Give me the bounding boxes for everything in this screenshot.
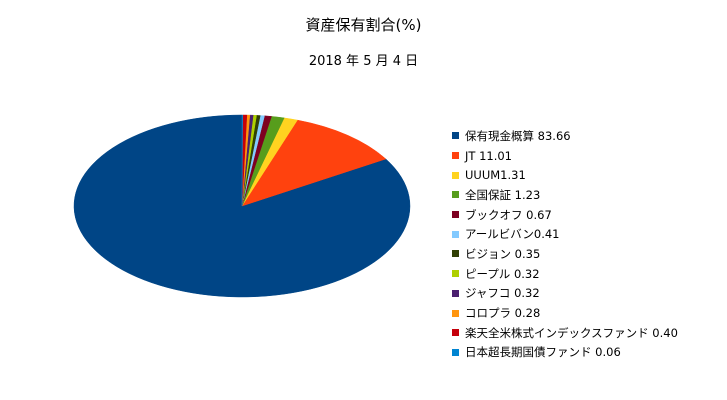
legend-item: JT 11.01 xyxy=(452,146,678,166)
legend-swatch xyxy=(452,211,459,219)
legend-swatch xyxy=(452,230,459,238)
legend-item: UUUM1.31 xyxy=(452,165,678,185)
legend-swatch xyxy=(452,152,459,160)
legend-swatch xyxy=(452,309,459,317)
legend-label: 保有現金概算 83.66 xyxy=(465,128,571,143)
chart-legend: 保有現金概算 83.66 JT 11.01 UUUM1.31 全国保証 1.23 ブック… xyxy=(452,126,678,362)
legend-label: ビジョン 0.35 xyxy=(465,246,541,261)
legend-swatch xyxy=(452,171,459,179)
legend-swatch xyxy=(452,348,459,356)
legend-item: ブックオフ 0.67 xyxy=(452,205,678,225)
legend-item: ジャフコ 0.32 xyxy=(452,284,678,304)
pie-slice-11 xyxy=(241,114,243,207)
legend-swatch xyxy=(452,270,459,278)
legend-item: ピープル 0.32 xyxy=(452,264,678,284)
chart-title: 資産保有割合(%) xyxy=(305,16,422,34)
pie-slice-1 xyxy=(241,119,387,207)
legend-item: 日本超長期国債ファンド 0.06 xyxy=(452,343,678,363)
legend-swatch xyxy=(452,250,459,258)
legend-swatch xyxy=(452,289,459,297)
legend-swatch xyxy=(452,132,459,140)
legend-item: 楽天全米株式インデックスファンド 0.40 xyxy=(452,323,678,343)
legend-label: ジャフコ 0.32 xyxy=(465,286,540,301)
legend-item: 保有現金概算 83.66 xyxy=(452,126,678,146)
legend-label: UUUM1.31 xyxy=(465,168,526,183)
legend-item: アールビバン0.41 xyxy=(452,224,678,244)
legend-item: 全国保証 1.23 xyxy=(452,185,678,205)
legend-label: 全国保証 1.23 xyxy=(465,187,541,202)
legend-label: 日本超長期国債ファンド 0.06 xyxy=(465,345,621,360)
chart-subtitle: 2018 年 5 月 4 日 xyxy=(308,54,419,69)
legend-swatch xyxy=(452,191,459,199)
legend-label: アールビバン0.41 xyxy=(465,227,560,242)
legend-label: ブックオフ 0.67 xyxy=(465,207,552,222)
legend-label: ピープル 0.32 xyxy=(465,266,540,281)
legend-item: コロプラ 0.28 xyxy=(452,303,678,323)
legend-swatch xyxy=(452,329,459,337)
legend-label: JT 11.01 xyxy=(465,148,512,163)
legend-label: 楽天全米株式インデックスファンド 0.40 xyxy=(465,325,678,340)
legend-item: ビジョン 0.35 xyxy=(452,244,678,264)
legend-label: コロプラ 0.28 xyxy=(465,306,541,321)
